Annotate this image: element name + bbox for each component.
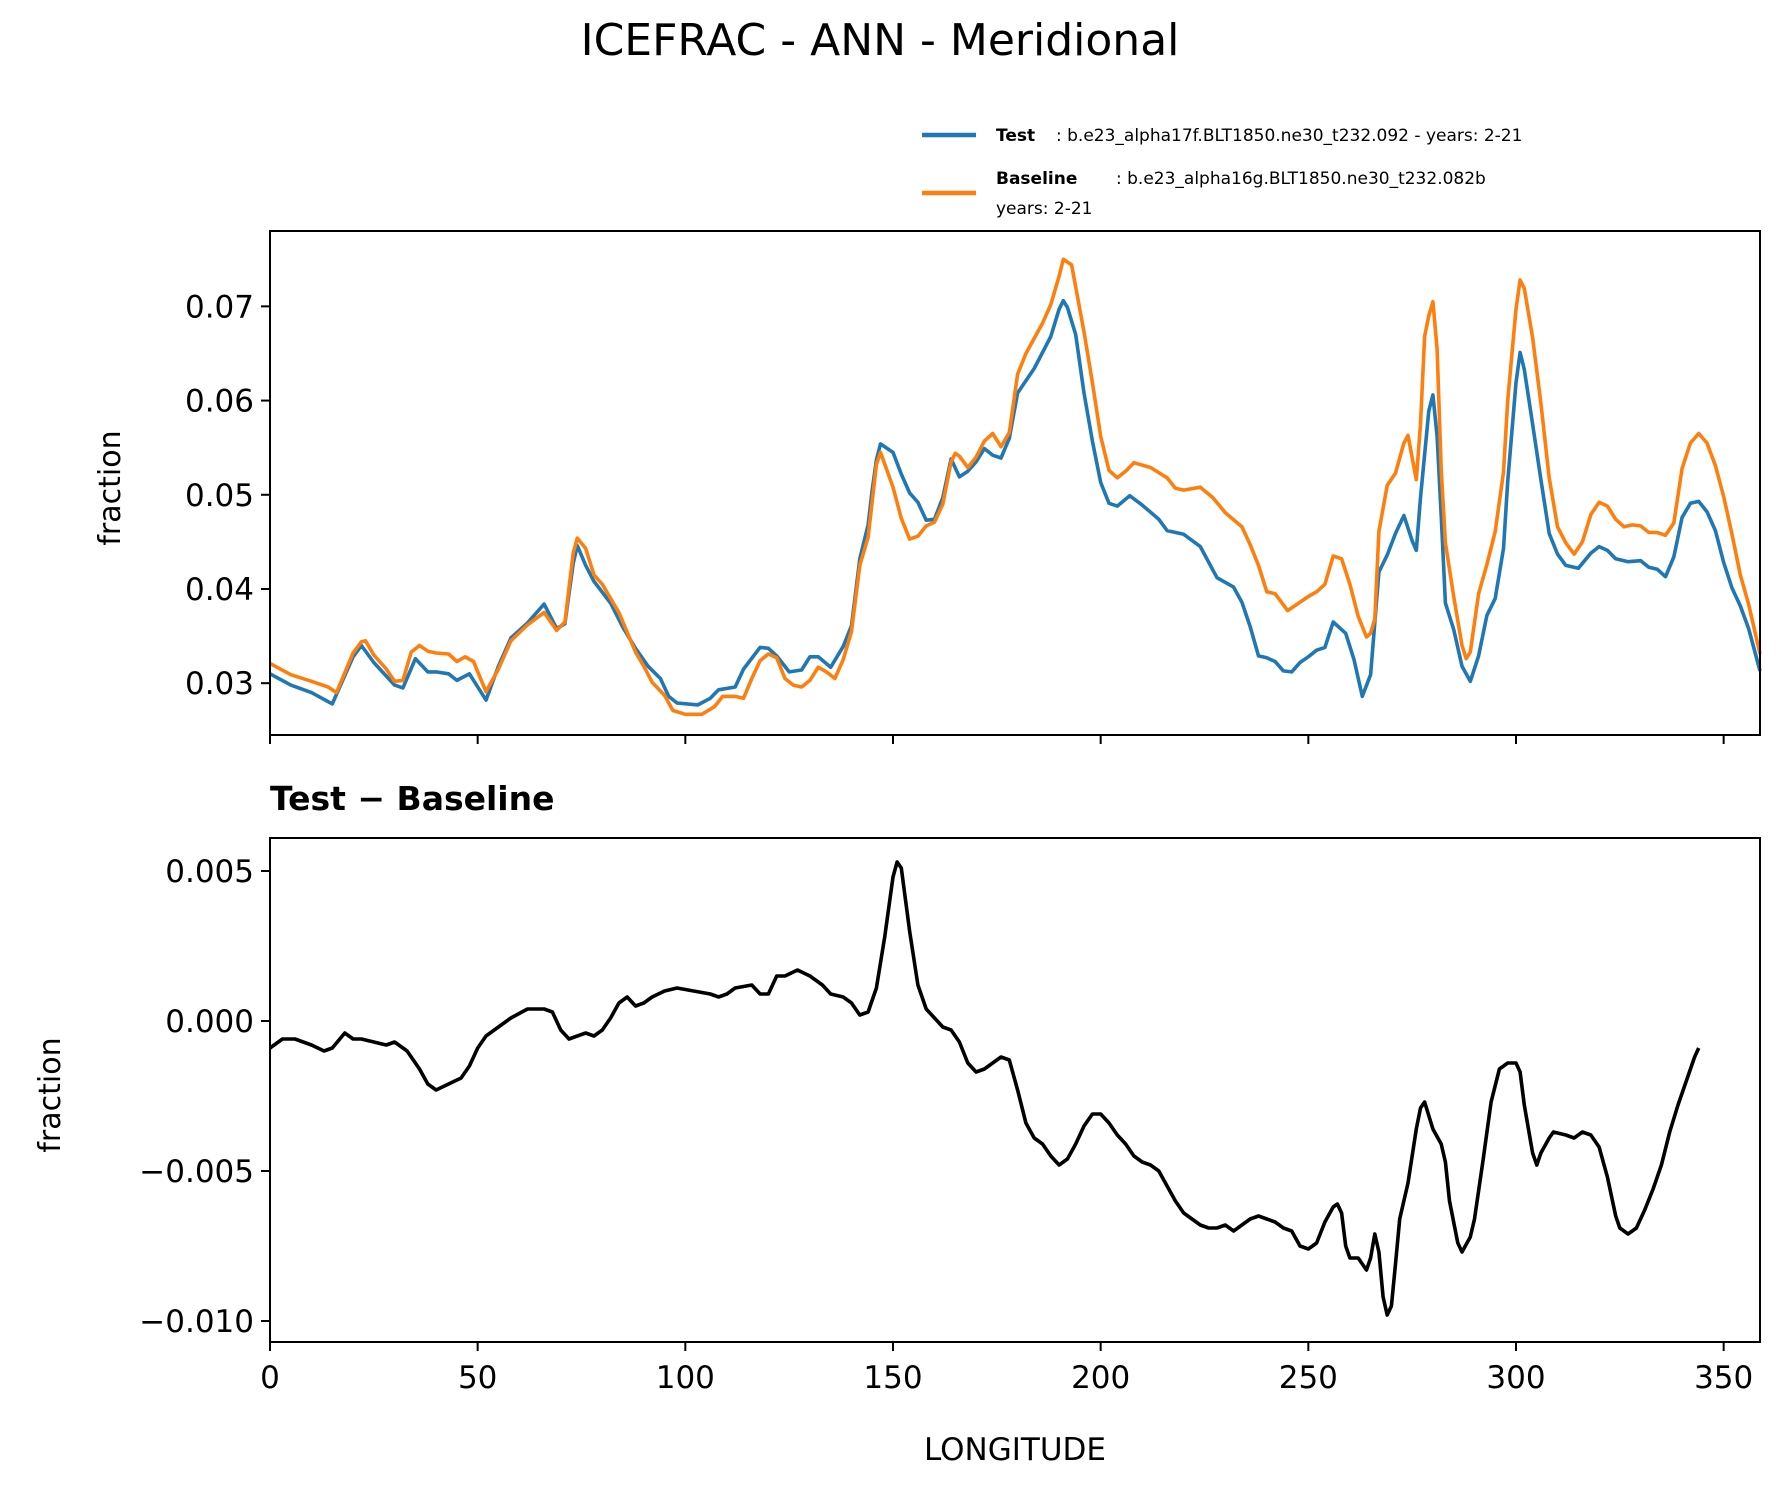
legend-test-text: : b.e23_alpha17f.BLT1850.ne30_t232.092 -…	[1056, 126, 1522, 146]
top-axes-group: 0.03 0.04 0.05 0.06 0.07	[185, 230, 1761, 744]
bottom-panel-title: Test − Baseline	[270, 779, 555, 818]
bottom-ytick-label: −0.005	[139, 1154, 254, 1190]
bottom-xtick-label: 250	[1279, 1360, 1338, 1396]
legend: Test : b.e23_alpha17f.BLT1850.ne30_t232.…	[922, 126, 1522, 219]
bottom-ytick-label: −0.010	[139, 1304, 254, 1340]
bottom-axes-frame	[269, 837, 1761, 1343]
legend-test-label: Test	[996, 126, 1035, 146]
bottom-xtick-label: 200	[1071, 1360, 1130, 1396]
bottom-ytick-label: 0.000	[165, 1004, 254, 1040]
top-ytick-label: 0.07	[185, 289, 254, 325]
top-ylabel: fraction	[93, 430, 128, 545]
legend-baseline-label: Baseline	[996, 169, 1077, 189]
bottom-xtick-label: 300	[1486, 1360, 1545, 1396]
bottom-series-test-baseline-line	[268, 860, 1701, 1317]
top-ytick-label: 0.04	[185, 572, 254, 608]
bottom-xtick-label: 100	[656, 1360, 715, 1396]
figure-title: ICEFRAC - ANN - Meridional	[581, 15, 1180, 66]
bottom-xtick-label: 350	[1694, 1360, 1753, 1396]
bottom-xlabel: LONGITUDE	[924, 1432, 1106, 1468]
top-panel: 0.03 0.04 0.05 0.06 0.07 fraction	[93, 230, 1762, 744]
top-series-group	[269, 257, 1762, 717]
bottom-xtick-label: 0	[260, 1360, 280, 1396]
bottom-ytick-label: 0.005	[165, 854, 254, 890]
bottom-xtick-label: 150	[863, 1360, 922, 1396]
bottom-ylabel: fraction	[33, 1037, 68, 1152]
top-series-baseline-line	[269, 257, 1762, 717]
legend-baseline-text-line2: years: 2-21	[996, 199, 1093, 219]
top-ytick-label: 0.05	[185, 478, 254, 514]
legend-baseline-text: : b.e23_alpha16g.BLT1850.ne30_t232.082b	[1116, 169, 1486, 189]
top-ytick-label: 0.03	[185, 666, 254, 702]
top-series-test-line	[269, 298, 1762, 707]
bottom-xtick-label: 50	[458, 1360, 497, 1396]
top-ytick-label: 0.06	[185, 384, 254, 420]
bottom-series-group	[268, 860, 1701, 1317]
top-axes-frame	[269, 230, 1761, 736]
